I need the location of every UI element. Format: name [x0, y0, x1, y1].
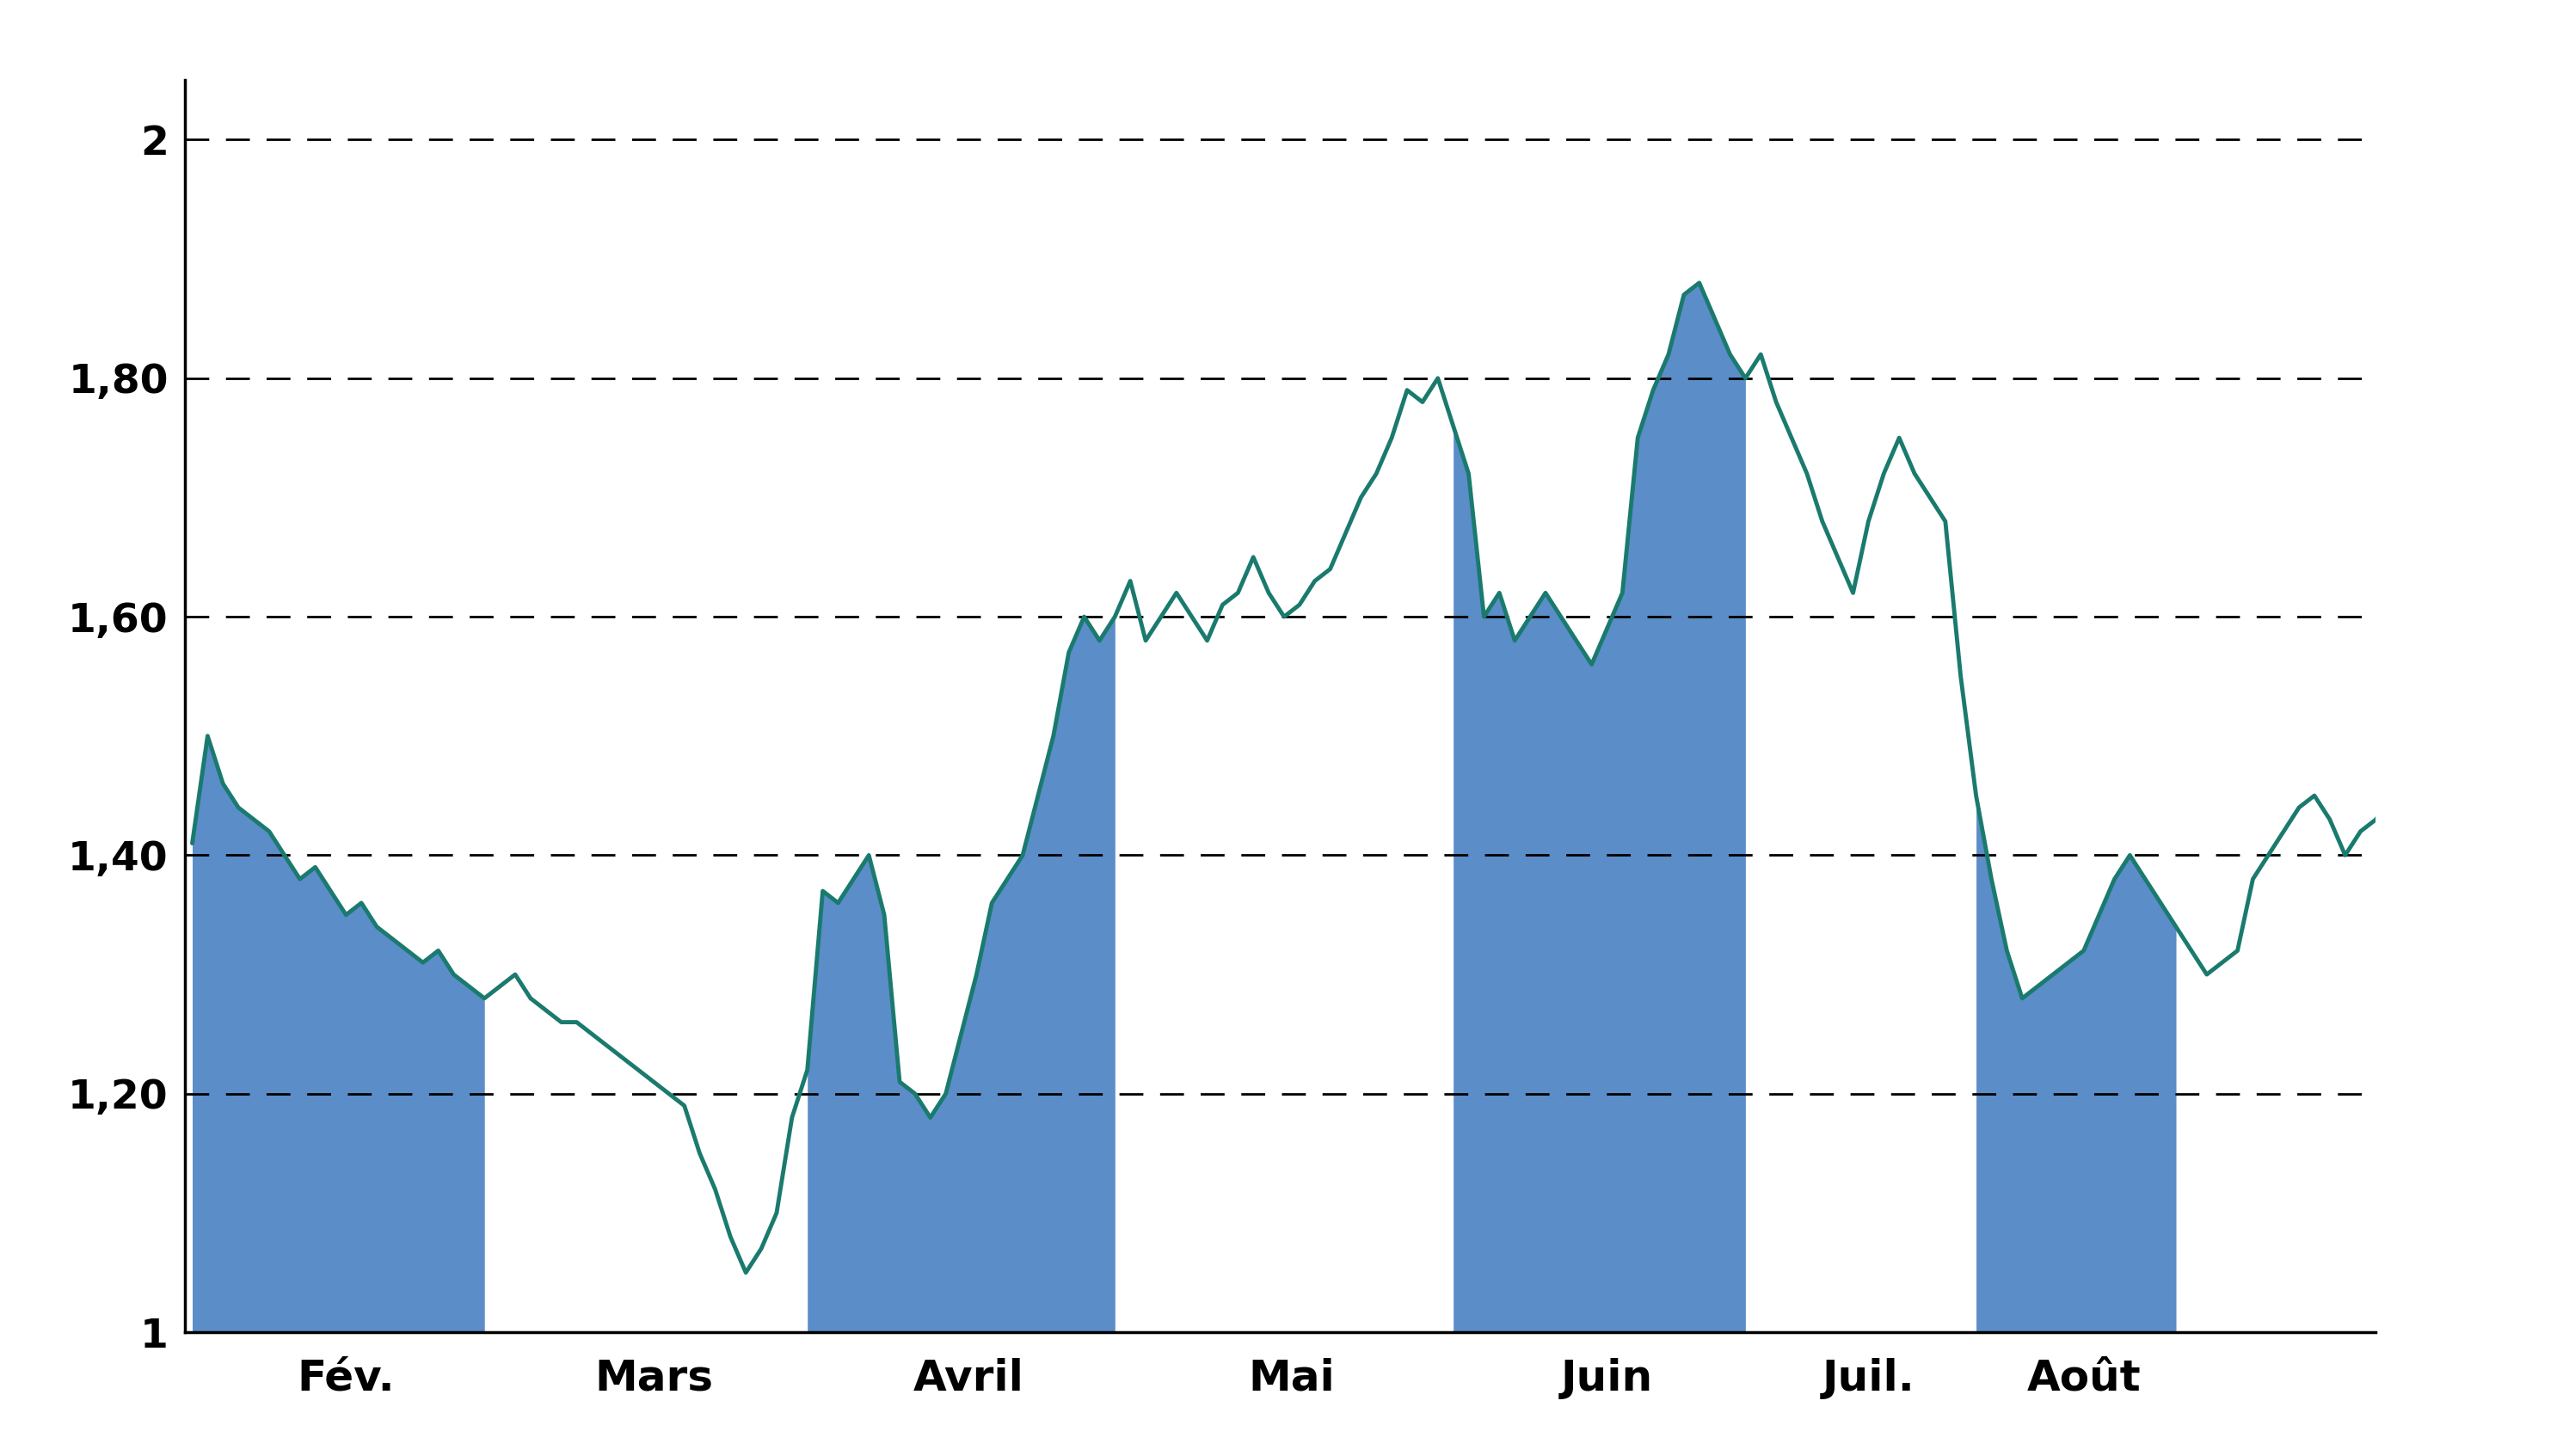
- Text: Singulus Technologies AG: Singulus Technologies AG: [574, 22, 1989, 118]
